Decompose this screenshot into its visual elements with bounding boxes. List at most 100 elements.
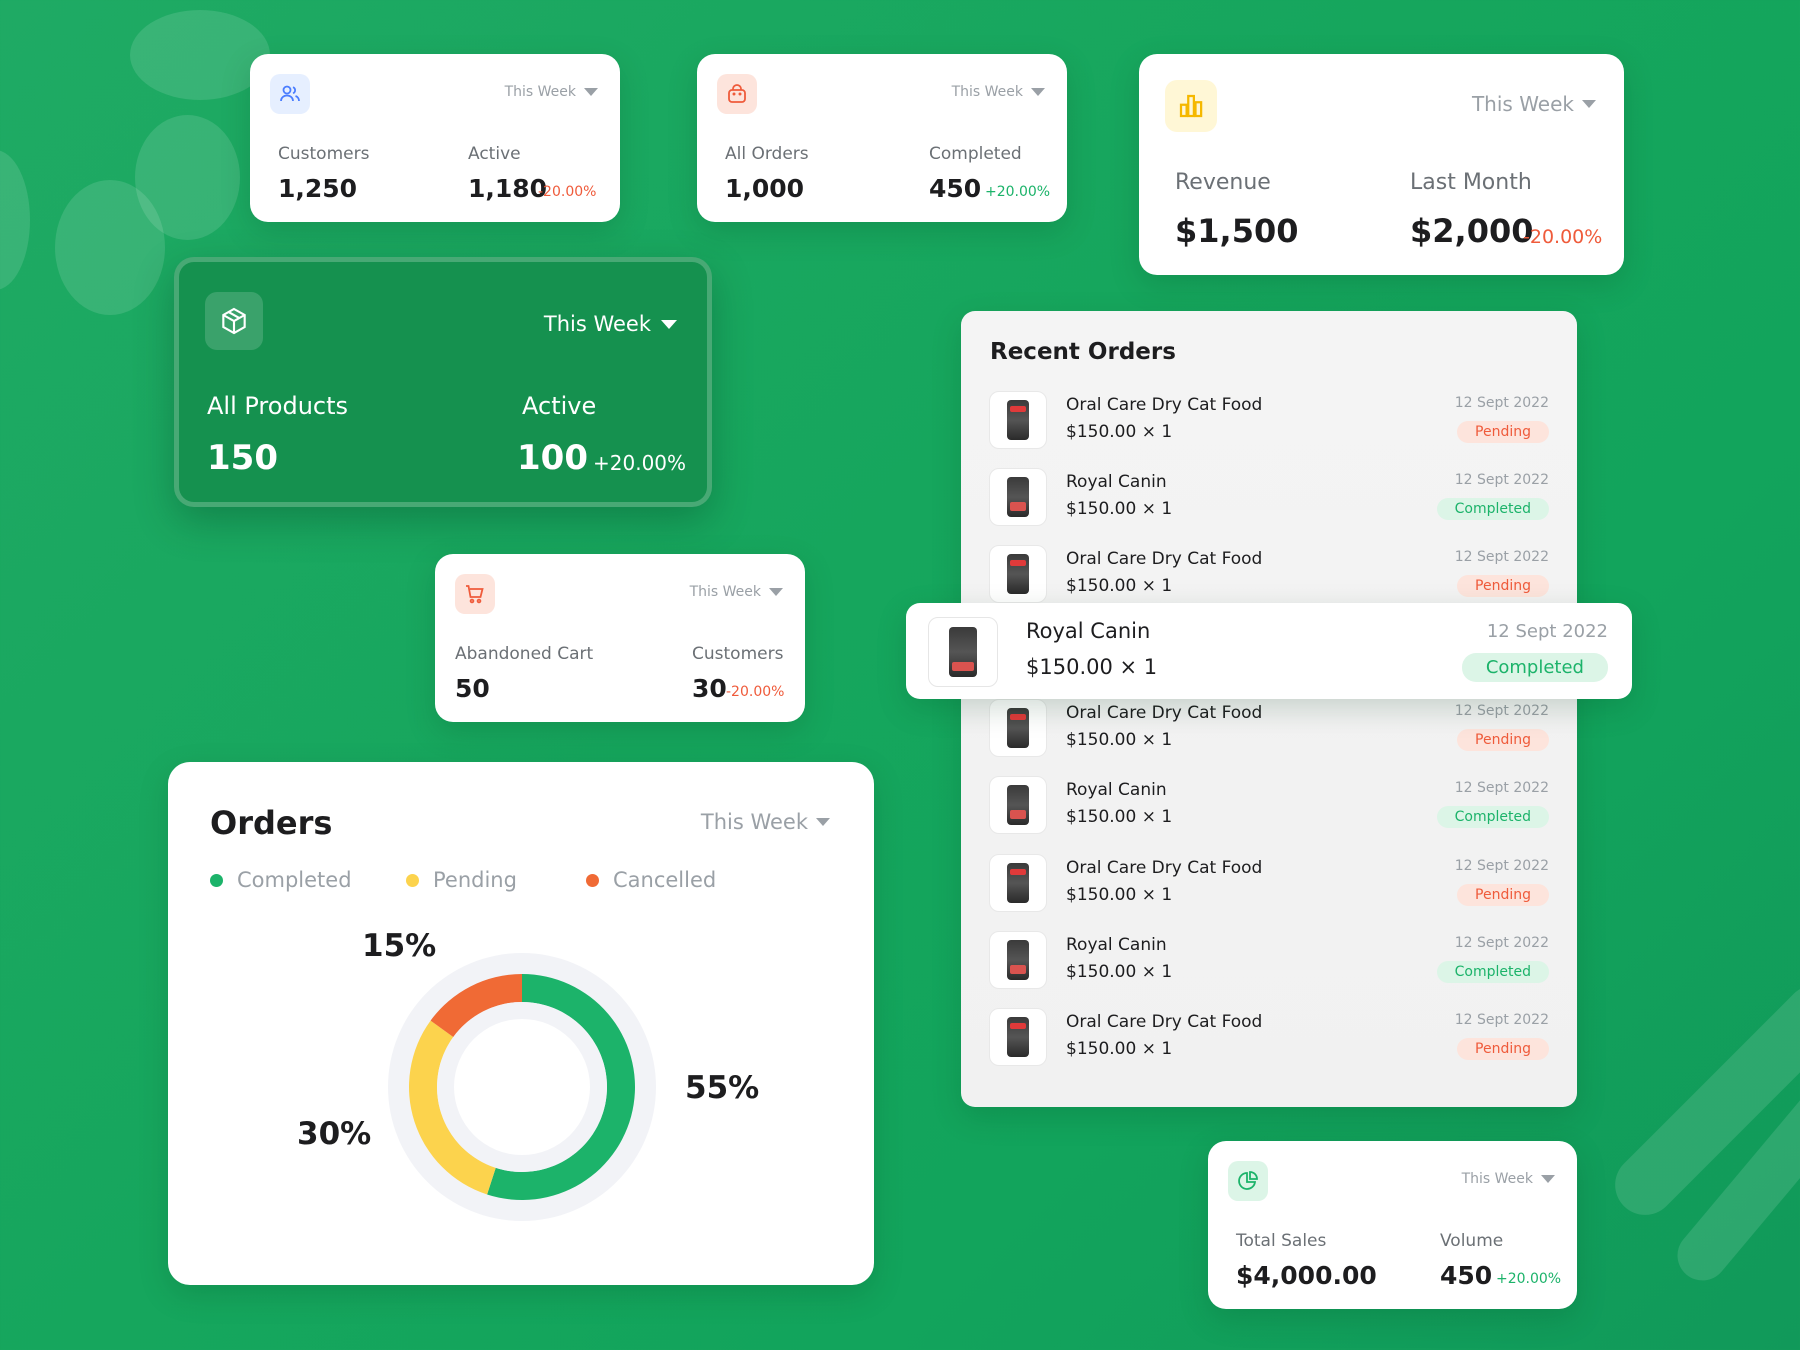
order-date: 12 Sept 2022: [1454, 1012, 1549, 1028]
stat-value: 100: [517, 438, 588, 478]
order-name: Oral Care Dry Cat Food: [1066, 549, 1263, 569]
can-image: [1007, 477, 1029, 517]
legend-dot: [586, 873, 599, 887]
order-name: Oral Care Dry Cat Food: [1066, 395, 1263, 415]
donut-slice-completed: [487, 974, 635, 1200]
product-thumbnail: [989, 545, 1047, 603]
order-date: 12 Sept 2022: [1454, 549, 1549, 565]
order-price: $150.00 × 1: [1066, 422, 1173, 442]
period-label: This Week: [504, 84, 576, 100]
donut-slice-pending: [409, 1020, 496, 1195]
order-price: $150.00 × 1: [1026, 655, 1158, 679]
order-date: 12 Sept 2022: [1454, 935, 1549, 951]
stat-value: 50: [455, 674, 490, 703]
legend-item-pending: Pending: [406, 868, 517, 892]
background-blob: [135, 115, 240, 240]
chevron-down-icon: [661, 319, 677, 329]
chart-title: Orders: [210, 804, 333, 842]
can-image: [1007, 940, 1029, 980]
status-badge: Completed: [1461, 653, 1608, 682]
product-thumbnail: [989, 468, 1047, 526]
order-price: $150.00 × 1: [1066, 730, 1173, 750]
donut-chart: [388, 953, 656, 1221]
order-row[interactable]: Royal Canin $150.00 × 1 12 Sept 2022 Comple…: [989, 931, 1549, 997]
order-row[interactable]: Royal Canin $150.00 × 1 12 Sept 2022 Comple…: [989, 468, 1549, 534]
stat-value: 450: [1440, 1261, 1493, 1290]
period-dropdown[interactable]: This Week: [1462, 1171, 1555, 1187]
status-badge: Completed: [1436, 806, 1549, 828]
period-dropdown[interactable]: This Week: [952, 84, 1045, 100]
order-price: $150.00 × 1: [1066, 962, 1173, 982]
customers-stat-card: This Week Customers 1,250 Active 1,180 -…: [250, 54, 620, 222]
revenue-stat-card: This Week Revenue $1,500 Last Month $2,0…: [1139, 54, 1624, 275]
status-badge: Pending: [1457, 884, 1549, 906]
data-label-pending: 30%: [297, 1116, 372, 1152]
data-label-completed: 55%: [685, 1070, 760, 1106]
product-thumbnail: [989, 854, 1047, 912]
legend-label: Pending: [433, 868, 517, 892]
order-row[interactable]: Oral Care Dry Cat Food $150.00 × 1 12 Sept…: [989, 1008, 1549, 1074]
stat-label: Last Month: [1410, 170, 1532, 195]
period-dropdown[interactable]: This Week: [544, 312, 677, 336]
can-image: [1007, 785, 1029, 825]
donut-slice-cancelled: [430, 974, 522, 1038]
stat-label: Total Sales: [1236, 1231, 1327, 1251]
period-dropdown[interactable]: This Week: [1472, 92, 1596, 116]
order-date: 12 Sept 2022: [1454, 395, 1549, 411]
recent-orders-card: Recent Orders Oral Care Dry Cat Food $150…: [961, 311, 1577, 1107]
product-thumbnail: [928, 617, 998, 687]
product-thumbnail: [989, 931, 1047, 989]
can-image: [1007, 554, 1029, 594]
order-name: Royal Canin: [1066, 780, 1167, 800]
order-date: 12 Sept 2022: [1454, 472, 1549, 488]
period-dropdown[interactable]: This Week: [690, 584, 783, 600]
stat-value: $1,500: [1175, 212, 1299, 250]
order-price: $150.00 × 1: [1066, 499, 1173, 519]
legend-dot: [406, 873, 419, 887]
stat-label: Abandoned Cart: [455, 644, 594, 664]
total-sales-stat-card: This Week Total Sales $4,000.00 Volume 4…: [1208, 1141, 1577, 1309]
background-blob: [130, 10, 270, 100]
product-thumbnail: [989, 1008, 1047, 1066]
order-date: 12 Sept 2022: [1454, 703, 1549, 719]
order-name: Oral Care Dry Cat Food: [1066, 703, 1263, 723]
orders-chart-card: Orders This Week Completed Pending Cance…: [168, 762, 874, 1285]
bar-chart-icon: [1165, 80, 1217, 132]
order-date: 12 Sept 2022: [1454, 780, 1549, 796]
status-badge: Pending: [1457, 1038, 1549, 1060]
users-icon: [270, 74, 310, 114]
stat-label: Volume: [1440, 1231, 1504, 1251]
status-badge: Completed: [1436, 498, 1549, 520]
order-row[interactable]: Oral Care Dry Cat Food $150.00 × 1 12 Sept…: [989, 699, 1549, 765]
products-stat-card: This Week All Products 150 Active 100 +2…: [174, 257, 712, 507]
status-badge: Pending: [1457, 575, 1549, 597]
stat-label: All Orders: [725, 144, 809, 164]
highlighted-order-row[interactable]: Royal Canin $150.00 × 1 12 Sept 2022 Com…: [906, 603, 1632, 699]
chevron-down-icon: [816, 818, 830, 826]
period-dropdown[interactable]: This Week: [701, 810, 830, 834]
order-row[interactable]: Oral Care Dry Cat Food $150.00 × 1 12 Sept…: [989, 391, 1549, 457]
period-label: This Week: [689, 584, 761, 600]
order-row[interactable]: Oral Care Dry Cat Food $150.00 × 1 12 Sept…: [989, 854, 1549, 920]
order-name: Royal Canin: [1066, 472, 1167, 492]
data-label-cancelled: 15%: [362, 928, 437, 964]
period-label: This Week: [543, 312, 651, 336]
package-icon: [205, 292, 263, 350]
order-row[interactable]: Oral Care Dry Cat Food $150.00 × 1 12 Sept…: [989, 545, 1549, 611]
legend-item-completed: Completed: [210, 868, 352, 892]
stat-label: Completed: [929, 144, 1022, 164]
period-label: This Week: [1471, 92, 1574, 116]
order-date: 12 Sept 2022: [1486, 621, 1608, 642]
period-dropdown[interactable]: This Week: [505, 84, 598, 100]
period-label: This Week: [700, 810, 808, 834]
change-badge: +20.00%: [593, 451, 687, 475]
order-price: $150.00 × 1: [1066, 885, 1173, 905]
can-image: [949, 627, 977, 677]
order-row[interactable]: Royal Canin $150.00 × 1 12 Sept 2022 Comple…: [989, 776, 1549, 842]
stat-value: 1,180: [468, 174, 548, 203]
period-label: This Week: [1461, 1171, 1533, 1187]
stat-value: $2,000: [1410, 212, 1534, 250]
background-blob: [0, 150, 30, 290]
can-image: [1007, 400, 1029, 440]
chevron-down-icon: [1582, 100, 1596, 108]
